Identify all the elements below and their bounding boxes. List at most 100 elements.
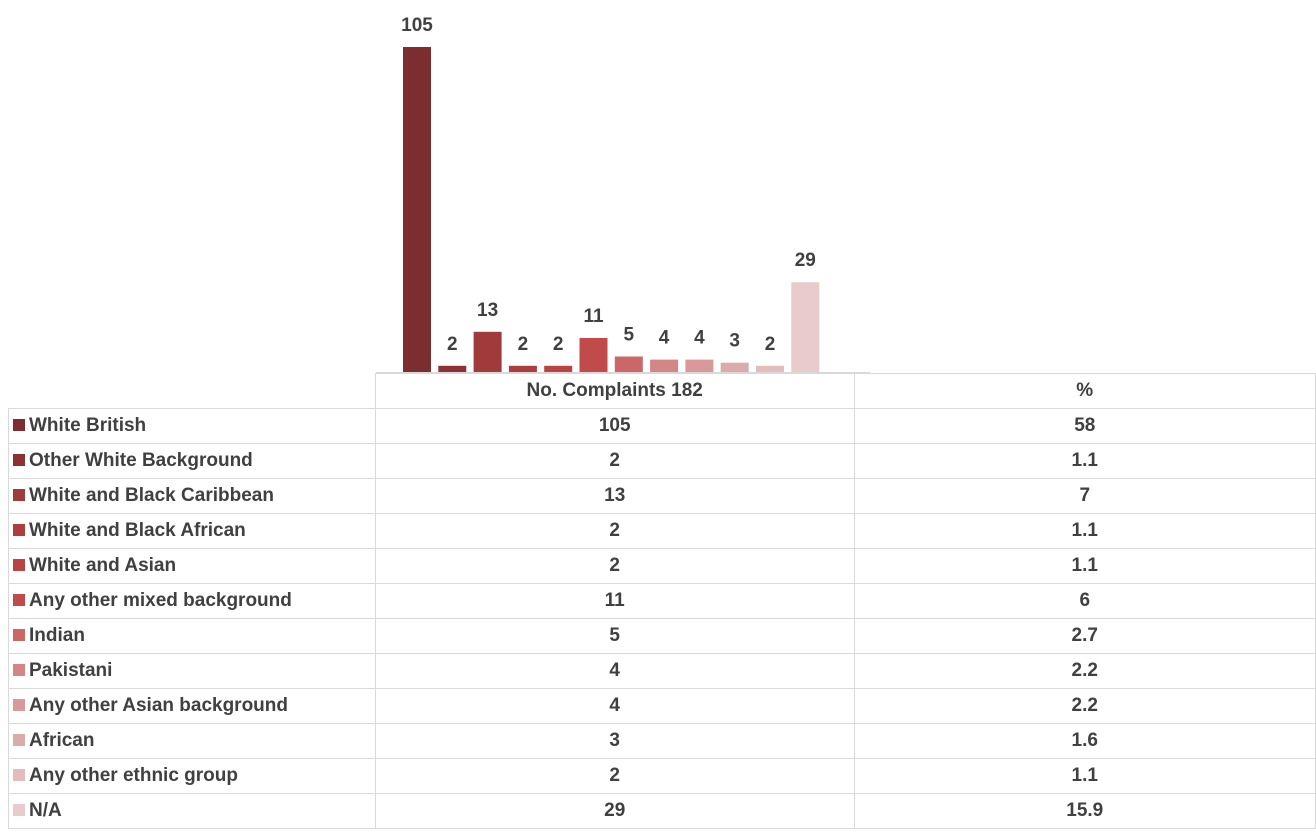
count-cell: 2	[374, 548, 855, 584]
percent-cell: 2.7	[853, 618, 1316, 654]
count-cell: 4	[374, 653, 855, 689]
legend-key	[13, 559, 25, 571]
percent-cell: 1.6	[853, 723, 1316, 759]
count-cell: 4	[374, 688, 855, 724]
category-label: White and Black African	[29, 520, 246, 541]
data-label: 29	[795, 250, 816, 271]
legend-key	[13, 734, 25, 746]
bar	[791, 282, 820, 372]
category-label: N/A	[29, 800, 62, 821]
data-label: 105	[401, 15, 433, 36]
count-cell: 2	[374, 758, 855, 794]
category-cell: N/A	[8, 793, 376, 829]
category-label: White and Asian	[29, 555, 177, 576]
data-label: 4	[694, 328, 705, 349]
count-cell: 3	[374, 723, 855, 759]
category-label: Any other ethnic group	[29, 765, 238, 786]
data-label: 2	[518, 334, 529, 355]
table-row: White and Asian 2 1.1	[8, 548, 1316, 584]
bar	[756, 365, 784, 372]
count-cell: 29	[374, 793, 855, 829]
legend-key	[13, 804, 25, 816]
category-cell: Any other ethnic group	[8, 758, 376, 794]
header-count: No. Complaints 182	[374, 373, 855, 409]
count-cell: 5	[374, 618, 855, 654]
category-label: White and Black Caribbean	[29, 485, 274, 506]
table-row: White and Black Caribbean 13 7	[8, 478, 1316, 514]
count-cell: 11	[374, 583, 855, 619]
table-row: White and Black African 2 1.1	[8, 513, 1316, 549]
table-row: N/A 29 15.9	[8, 793, 1316, 829]
data-table: No. Complaints 182 % White British 105 58 O…	[8, 373, 1316, 829]
table-row: African 3 1.6	[8, 723, 1316, 759]
category-cell: Pakistani	[8, 653, 376, 689]
category-label: Indian	[29, 625, 85, 646]
legend-key	[13, 699, 25, 711]
category-cell: White and Asian	[8, 548, 376, 584]
count-cell: 2	[374, 513, 855, 549]
table-header-row: No. Complaints 182 %	[8, 373, 1316, 409]
data-label: 2	[447, 334, 458, 355]
bar	[685, 359, 714, 372]
data-label: 2	[765, 334, 776, 355]
percent-cell: 1.1	[853, 443, 1316, 479]
legend-key	[13, 594, 25, 606]
category-cell: White and Black African	[8, 513, 376, 549]
header-blank-cell	[8, 373, 376, 409]
category-label: Any other Asian background	[29, 695, 288, 716]
table-row: Pakistani 4 2.2	[8, 653, 1316, 689]
category-cell: Any other Asian background	[8, 688, 376, 724]
count-cell: 2	[374, 443, 855, 479]
percent-cell: 1.1	[853, 513, 1316, 549]
category-cell: Indian	[8, 618, 376, 654]
table-row: Any other ethnic group 2 1.1	[8, 758, 1316, 794]
table-row: Any other Asian background 4 2.2	[8, 688, 1316, 724]
bar	[438, 365, 467, 372]
bar	[473, 331, 502, 372]
bar	[508, 365, 537, 372]
percent-cell: 2.2	[853, 653, 1316, 689]
data-label: 2	[553, 334, 564, 355]
data-label: 13	[477, 300, 498, 321]
data-label: 3	[729, 331, 740, 352]
count-cell: 13	[374, 478, 855, 514]
table-row: Any other mixed background 11 6	[8, 583, 1316, 619]
category-cell: Other White Background	[8, 443, 376, 479]
legend-key	[13, 489, 25, 501]
percent-cell: 2.2	[853, 688, 1316, 724]
data-label: 5	[624, 325, 635, 346]
data-label: 4	[659, 328, 670, 349]
bar	[614, 356, 643, 372]
table-row: Indian 5 2.7	[8, 618, 1316, 654]
percent-cell: 1.1	[853, 548, 1316, 584]
category-cell: White British	[8, 408, 376, 444]
legend-key	[13, 664, 25, 676]
percent-cell: 6	[853, 583, 1316, 619]
percent-cell: 7	[853, 478, 1316, 514]
bar	[544, 365, 573, 372]
category-cell: African	[8, 723, 376, 759]
legend-key	[13, 454, 25, 466]
legend-key	[13, 524, 25, 536]
category-label: Any other mixed background	[29, 590, 292, 611]
legend-key	[13, 769, 25, 781]
table-row: White British 105 58	[8, 408, 1316, 444]
percent-cell: 1.1	[853, 758, 1316, 794]
header-percent: %	[853, 373, 1316, 409]
bar	[579, 338, 608, 372]
table-row: Other White Background 2 1.1	[8, 443, 1316, 479]
category-label: African	[29, 730, 95, 751]
category-label: Other White Background	[29, 450, 253, 471]
legend-key	[13, 629, 25, 641]
bar-chart: 105 2 13 2 2 11 5 4 4 3 2 29	[376, 15, 870, 373]
percent-cell: 58	[853, 408, 1316, 444]
bar	[720, 362, 749, 372]
count-cell: 105	[374, 408, 855, 444]
percent-cell: 15.9	[853, 793, 1316, 829]
category-cell: Any other mixed background	[8, 583, 376, 619]
category-cell: White and Black Caribbean	[8, 478, 376, 514]
bar	[403, 47, 431, 372]
bar	[650, 359, 679, 372]
category-label: White British	[29, 415, 147, 436]
category-label: Pakistani	[29, 660, 113, 681]
